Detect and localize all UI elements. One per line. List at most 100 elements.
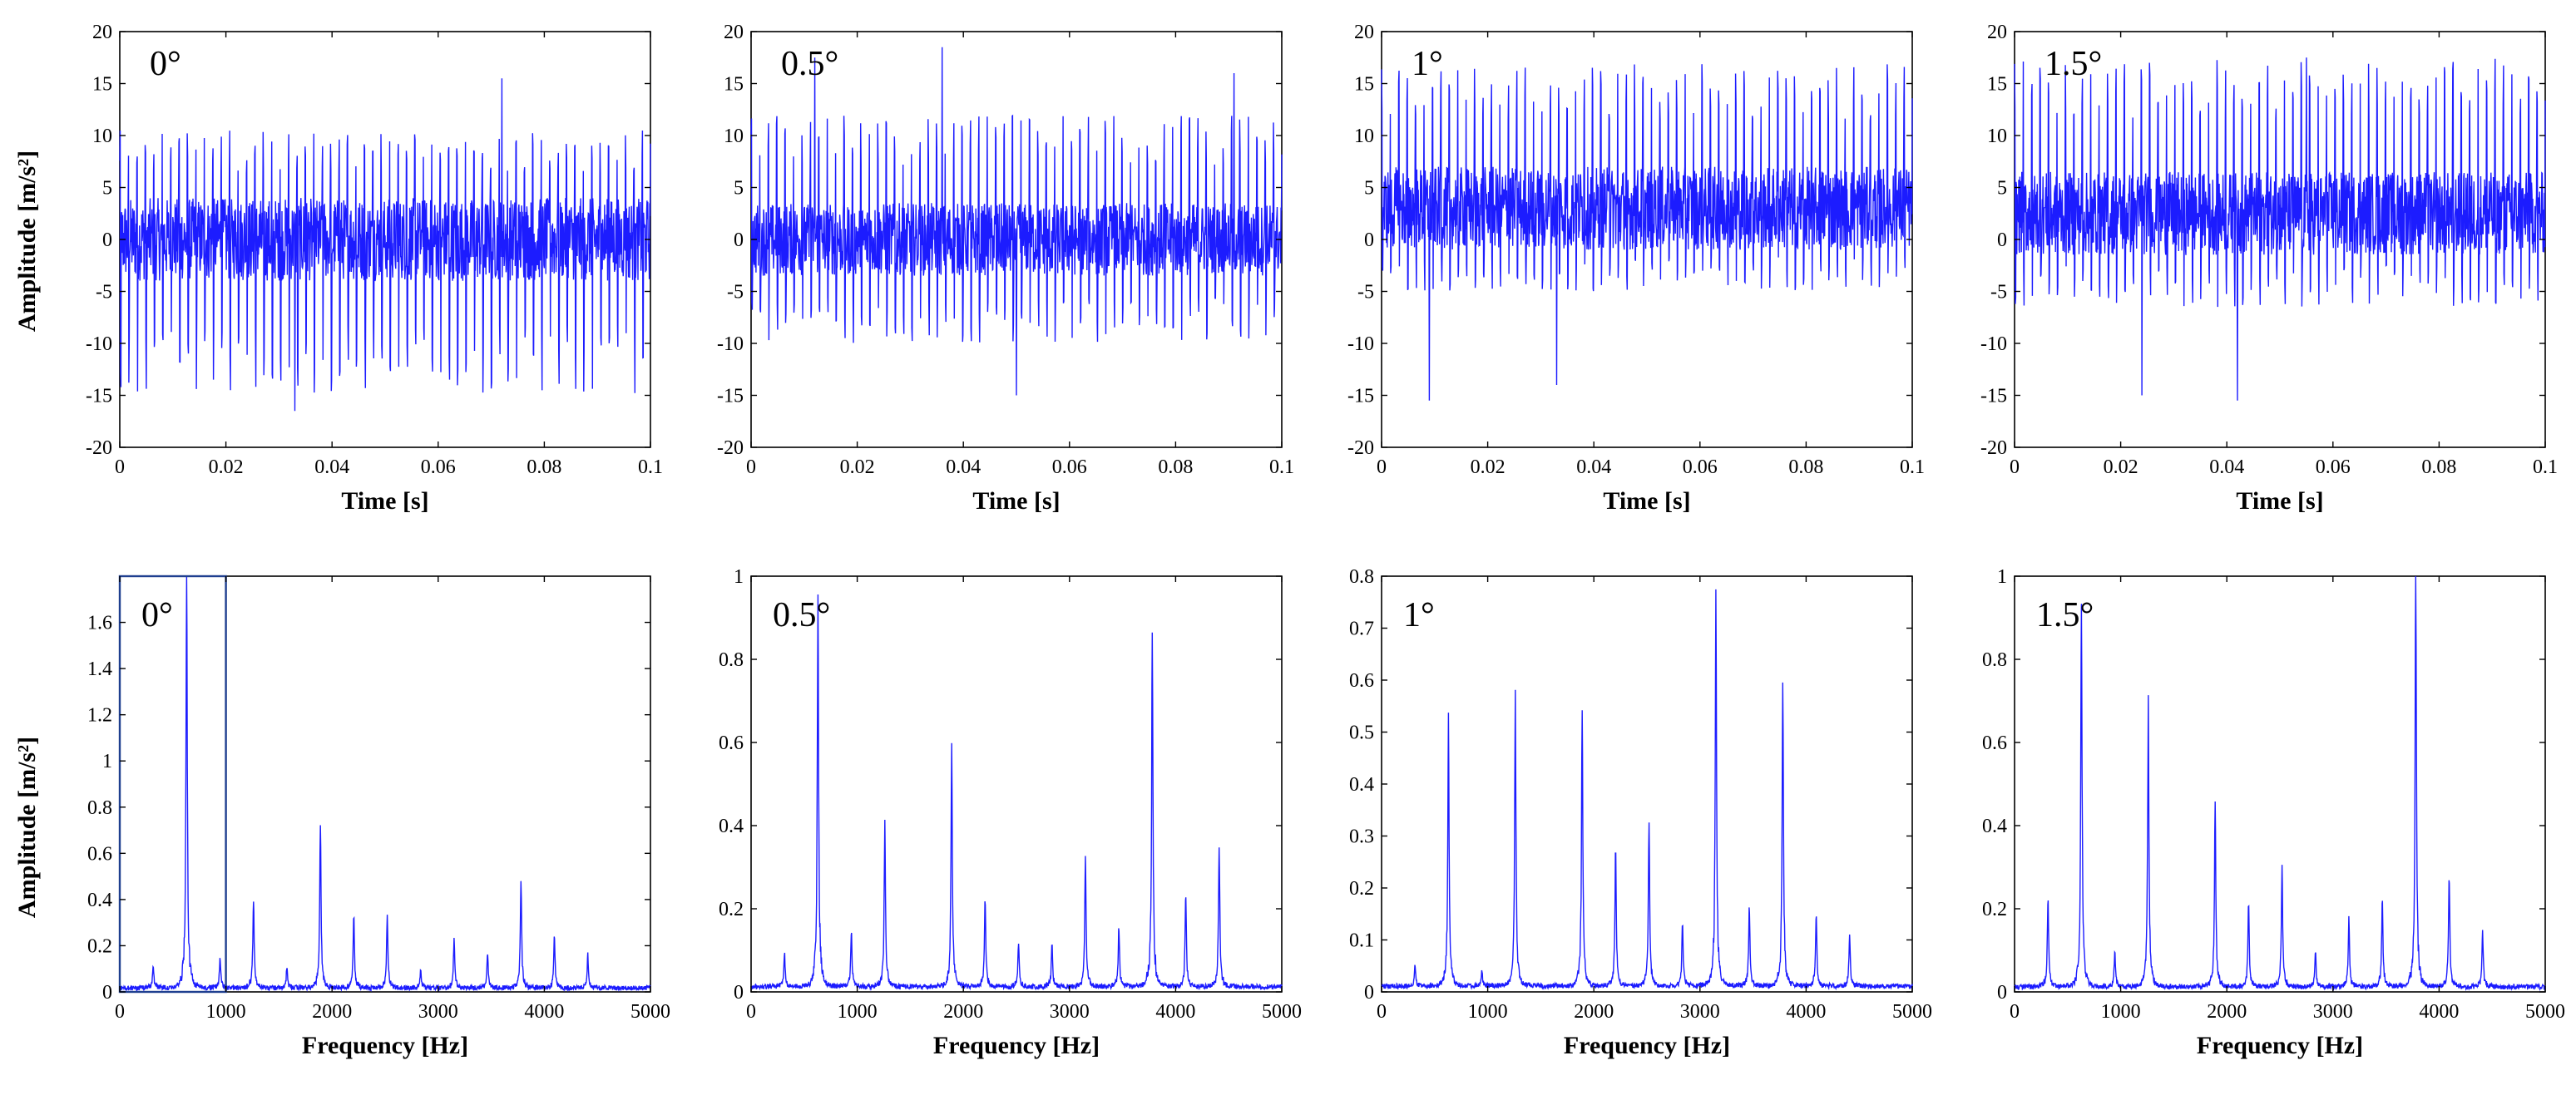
- y-tick-label: 20: [92, 22, 112, 43]
- y-tick-label: 0.2: [1982, 899, 2007, 920]
- x-tick-label: 0.08: [1788, 456, 1823, 478]
- y-tick-label: 0.8: [719, 649, 744, 671]
- x-tick-label: 0.04: [314, 456, 349, 478]
- x-tick-label: 4000: [1155, 1001, 1195, 1023]
- x-tick-label: 0.08: [2421, 456, 2456, 478]
- angle-label: 1°: [1403, 596, 1435, 634]
- x-tick-label: 0.1: [1900, 456, 1925, 478]
- y-tick-label: 0.7: [1349, 619, 1374, 640]
- x-axis-label: Frequency [Hz]: [2197, 1032, 2363, 1059]
- y-tick-label: 20: [724, 22, 744, 43]
- signal-trace: [1381, 589, 1913, 991]
- y-tick-label: 20: [1354, 22, 1374, 43]
- x-tick-label: 5000: [630, 1001, 670, 1023]
- x-tick-label: 0: [1377, 456, 1387, 478]
- x-tick-label: 1000: [206, 1001, 246, 1023]
- x-tick-label: 0.04: [1576, 456, 1611, 478]
- x-tick-label: 2000: [1574, 1001, 1614, 1023]
- x-tick-label: 0.08: [527, 456, 561, 478]
- x-axis-label: Frequency [Hz]: [302, 1032, 468, 1059]
- x-tick-label: 4000: [1786, 1001, 1826, 1023]
- y-tick-label: 5: [1364, 178, 1374, 200]
- y-tick-label: 1.4: [87, 658, 112, 680]
- y-tick-label: 5: [734, 178, 744, 200]
- y-tick-label: -10: [86, 333, 112, 355]
- y-tick-label: 0.2: [1349, 878, 1374, 900]
- y-tick-label: 1: [102, 751, 112, 772]
- x-axis-label: Time [s]: [972, 487, 1060, 515]
- y-tick-label: -20: [1980, 437, 2007, 459]
- angle-label: 1.5°: [2036, 596, 2094, 634]
- x-axis-label: Time [s]: [1603, 487, 1690, 515]
- y-tick-label: 0: [1364, 229, 1374, 251]
- x-tick-label: 0.02: [840, 456, 875, 478]
- y-tick-label: 15: [724, 74, 744, 96]
- x-tick-label: 0.1: [638, 456, 663, 478]
- x-tick-label: 3000: [418, 1001, 458, 1023]
- y-tick-label: 10: [92, 126, 112, 147]
- x-tick-label: 0: [115, 456, 125, 478]
- x-tick-label: 0.02: [1471, 456, 1506, 478]
- plot-frame: [2014, 575, 2546, 993]
- y-tick-label: 0: [1364, 982, 1374, 1004]
- y-tick-label: 0.6: [719, 732, 744, 754]
- x-tick-label: 4000: [2419, 1001, 2459, 1023]
- y-tick-label: 0.2: [719, 899, 744, 920]
- x-axis-label: Frequency [Hz]: [1564, 1032, 1730, 1059]
- panel-freq-1: 0 1000 2000 3000 4000 5000 0 0.1 0.2 0.3 0.4 0.5 0.6…: [1349, 566, 1932, 1059]
- x-tick-label: 5000: [2525, 1001, 2565, 1023]
- x-axis-label: Time [s]: [341, 487, 428, 515]
- y-tick-label: 20: [1987, 22, 2007, 43]
- y-tick-label: 0.6: [1349, 670, 1374, 692]
- plot-frame: [119, 575, 651, 993]
- panel-time-1.5: 0 0.02 0.04 0.06 0.08 0.1 -20 -15 -10 -5 0 5 10 15 20 T…: [1980, 22, 2558, 515]
- y-tick-label: -10: [1980, 333, 2007, 355]
- y-tick-label: 0.4: [719, 816, 744, 837]
- x-tick-label: 0.02: [2104, 456, 2138, 478]
- y-tick-label: 0.6: [87, 843, 112, 865]
- signal-trace: [119, 575, 651, 993]
- y-tick-label: -20: [717, 437, 744, 459]
- y-tick-label: 10: [724, 126, 744, 147]
- y-tick-label: 0.6: [1982, 732, 2007, 754]
- x-tick-label: 0.06: [1052, 456, 1087, 478]
- x-tick-label: 0.04: [2209, 456, 2244, 478]
- signal-trace: [2014, 57, 2546, 401]
- angle-label: 0°: [150, 45, 181, 83]
- y-tick-label: 15: [1354, 74, 1374, 96]
- y-tick-label: -5: [1357, 282, 1374, 303]
- plot-frame: [1381, 575, 1913, 993]
- y-tick-label: 0.3: [1349, 826, 1374, 848]
- x-tick-label: 3000: [1680, 1001, 1720, 1023]
- y-tick-label: 1: [734, 566, 744, 588]
- angle-label: 1°: [1412, 45, 1443, 83]
- y-tick-label: -15: [1347, 386, 1374, 407]
- y-tick-label: 0: [102, 982, 112, 1004]
- y-tick-label: 10: [1354, 126, 1374, 147]
- y-tick-label: -5: [96, 282, 112, 303]
- x-tick-label: 0.04: [946, 456, 981, 478]
- y-tick-label: 0.5: [1349, 723, 1374, 744]
- angle-label: 0°: [141, 596, 173, 634]
- y-tick-label: 0.4: [87, 890, 112, 911]
- y-tick-label: 0.2: [87, 935, 112, 957]
- x-tick-label: 3000: [1050, 1001, 1090, 1023]
- x-tick-label: 0.02: [209, 456, 244, 478]
- angle-label: 0.5°: [773, 596, 830, 634]
- y-tick-label: 1: [1997, 566, 2007, 588]
- freq-ylabel: Amplitude [m/s²]: [13, 737, 41, 918]
- x-tick-label: 0.1: [2533, 456, 2558, 478]
- y-tick-label: 0.8: [87, 797, 112, 819]
- angle-label: 1.5°: [2044, 45, 2102, 83]
- x-tick-label: 0: [2010, 1001, 2020, 1023]
- y-tick-label: -10: [717, 333, 744, 355]
- x-tick-label: 5000: [1262, 1001, 1302, 1023]
- x-tick-label: 0: [746, 456, 756, 478]
- x-tick-label: 1000: [2101, 1001, 2141, 1023]
- y-tick-label: 5: [102, 178, 112, 200]
- y-tick-label: 0: [734, 982, 744, 1004]
- x-tick-label: 2000: [312, 1001, 352, 1023]
- y-tick-label: 5: [1997, 178, 2007, 200]
- y-tick-label: 15: [1987, 74, 2007, 96]
